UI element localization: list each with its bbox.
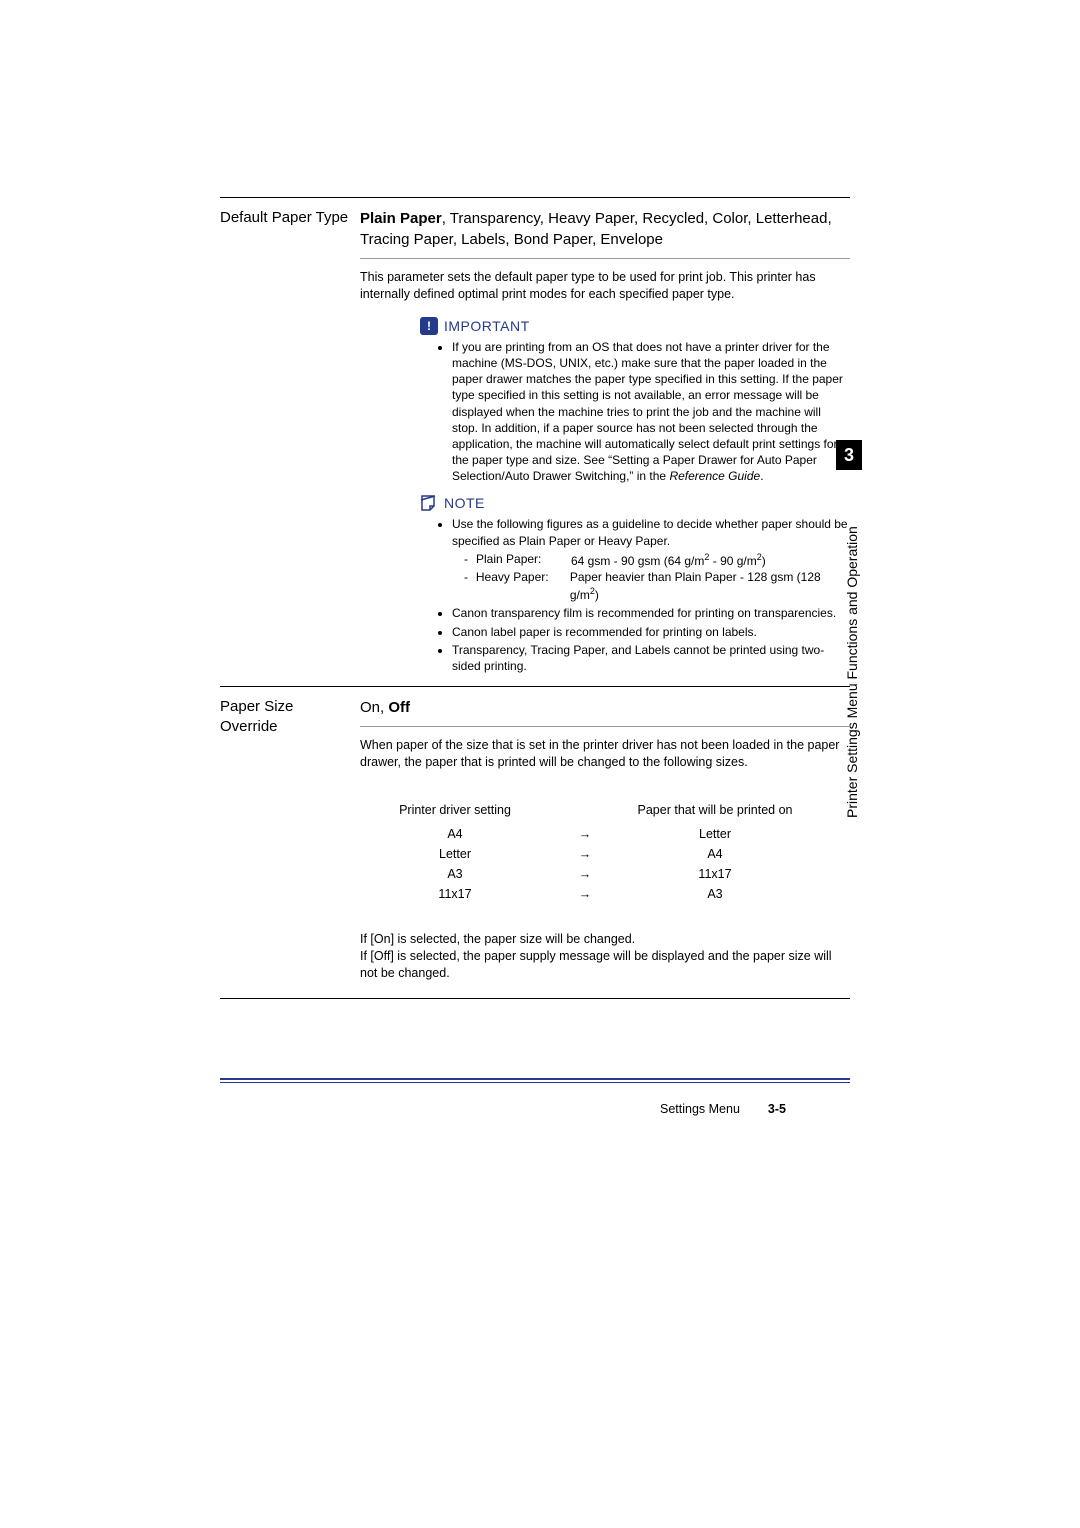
page-footer: Settings Menu 3-5: [660, 1102, 786, 1116]
bottom-rule: [220, 998, 850, 999]
arrow-icon: →: [550, 847, 620, 861]
arrow-icon: →: [550, 827, 620, 841]
spec-row: - Plain Paper: 64 gsm - 90 gsm (64 g/m2 …: [464, 551, 850, 569]
setting-options: Plain Paper, Transparency, Heavy Paper, …: [360, 208, 850, 258]
page-number: 3-5: [768, 1102, 786, 1116]
note-label: NOTE: [444, 495, 485, 511]
spec-row: - Heavy Paper: Paper heavier than Plain …: [464, 569, 850, 603]
arrow-icon: →: [550, 867, 620, 881]
arrow-icon: →: [550, 887, 620, 901]
note-bullet: Canon label paper is recommended for pri…: [452, 624, 850, 640]
footer-rules: [220, 1078, 850, 1083]
content-area: Default Paper Type Plain Paper, Transpar…: [220, 197, 850, 999]
closing-text: If [On] is selected, the paper size will…: [360, 921, 850, 990]
setting-row: Paper Size Override On, Off When paper o…: [220, 687, 850, 989]
reference-title: Reference Guide: [669, 469, 760, 483]
important-label: IMPORTANT: [444, 318, 530, 334]
table-header: Paper that will be printed on: [620, 803, 810, 817]
setting-description: When paper of the size that is set in th…: [360, 727, 850, 779]
table-row: 11x17→A3: [360, 887, 850, 901]
override-table: Printer driver setting Paper that will b…: [360, 803, 850, 901]
setting-name: Paper Size Override: [220, 697, 352, 738]
important-bullet: If you are printing from an OS that does…: [452, 339, 850, 485]
setting-row: Default Paper Type Plain Paper, Transpar…: [220, 198, 850, 676]
note-bullet: Transparency, Tracing Paper, and Labels …: [452, 642, 850, 674]
important-callout: ! IMPORTANT If you are printing from an …: [420, 317, 850, 485]
setting-options: On, Off: [360, 697, 850, 726]
footer-section: Settings Menu: [660, 1102, 740, 1116]
table-header: Printer driver setting: [360, 803, 550, 817]
table-row: A4→Letter: [360, 827, 850, 841]
table-header: [550, 803, 620, 817]
table-row: A3→11x17: [360, 867, 850, 881]
note-callout: NOTE Use the following figures as a guid…: [420, 494, 850, 674]
setting-description: This parameter sets the default paper ty…: [360, 259, 850, 311]
note-bullet: Use the following figures as a guideline…: [452, 516, 850, 603]
note-bullet: Canon transparency film is recommended f…: [452, 605, 850, 621]
setting-name: Default Paper Type: [220, 208, 352, 228]
default-option: Plain Paper: [360, 210, 442, 227]
default-option: Off: [388, 699, 410, 716]
important-icon: !: [420, 317, 438, 335]
note-icon: [420, 494, 438, 512]
table-row: Letter→A4: [360, 847, 850, 861]
